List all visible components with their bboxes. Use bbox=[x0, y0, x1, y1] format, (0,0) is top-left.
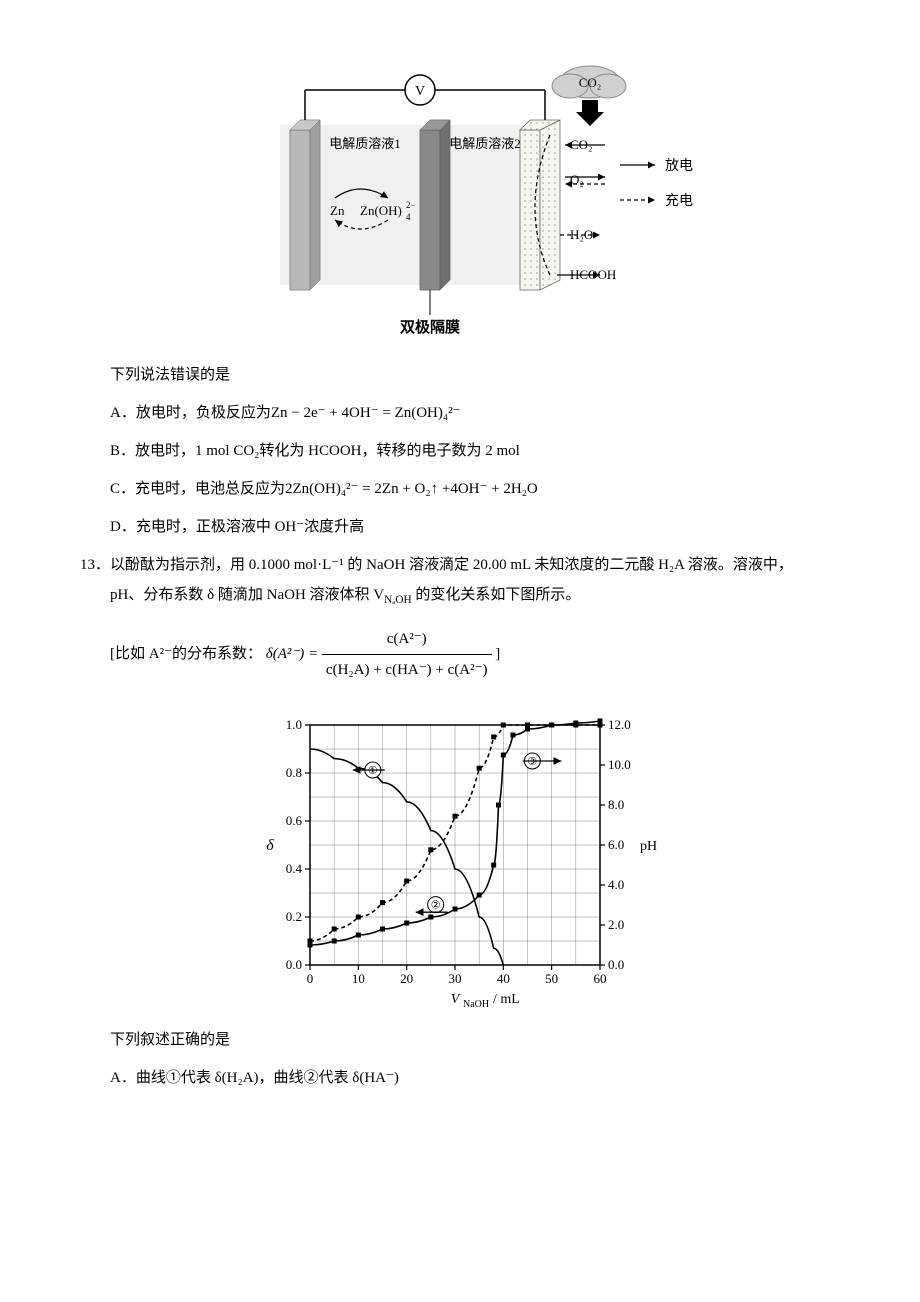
q12-option-c: C．充电时，电池总反应为2Zn(OH)₄²⁻ = 2Zn + O₂↑ +4OH⁻… bbox=[80, 474, 840, 504]
q12-option-b: B．放电时，1 mol CO₂转化为 HCOOH，转移的电子数为 2 mol bbox=[80, 436, 840, 466]
svg-text:NaOH: NaOH bbox=[463, 999, 489, 1010]
svg-text:0.6: 0.6 bbox=[286, 813, 303, 828]
svg-text:0: 0 bbox=[307, 971, 314, 986]
q13-num: 13． bbox=[80, 550, 110, 580]
svg-text:/ mL: / mL bbox=[493, 992, 520, 1007]
svg-text:0.0: 0.0 bbox=[608, 957, 624, 972]
svg-text:0.8: 0.8 bbox=[286, 765, 302, 780]
svg-text:50: 50 bbox=[545, 971, 558, 986]
svg-text:δ: δ bbox=[266, 837, 274, 854]
svg-text:①: ① bbox=[368, 765, 378, 777]
svg-text:V: V bbox=[415, 84, 425, 99]
svg-text:电解质溶液2: 电解质溶液2 bbox=[449, 136, 521, 151]
svg-text:1.0: 1.0 bbox=[286, 717, 302, 732]
svg-text:O₂: O₂ bbox=[570, 172, 584, 187]
svg-text:4: 4 bbox=[406, 212, 411, 222]
battery-diagram: CO₂电解质溶液1电解质溶液2ZnZn(OH)2−4双极隔膜VCO₂O₂H₂OH… bbox=[210, 60, 710, 340]
q12-option-a: A．放电时，负极反应为Zn − 2e⁻ + 4OH⁻ = Zn(OH)₄²⁻ bbox=[80, 398, 840, 428]
svg-text:V: V bbox=[451, 992, 461, 1007]
svg-text:放电: 放电 bbox=[665, 158, 693, 174]
svg-text:12.0: 12.0 bbox=[608, 717, 631, 732]
q13-intro2: 下列叙述正确的是 bbox=[80, 1025, 840, 1055]
svg-text:pH: pH bbox=[640, 839, 657, 854]
q13-formula: [比如 A²⁻的分布系数： δ(A²⁻) = c(A²⁻) c(H₂A) + c… bbox=[80, 624, 840, 685]
svg-text:40: 40 bbox=[497, 971, 510, 986]
svg-text:20: 20 bbox=[400, 971, 413, 986]
svg-text:电解质溶液1: 电解质溶液1 bbox=[329, 136, 401, 151]
q12-intro: 下列说法错误的是 bbox=[80, 360, 840, 390]
svg-text:60: 60 bbox=[594, 971, 607, 986]
titration-chart: 01020304050600.00.20.40.60.81.00.02.04.0… bbox=[250, 695, 670, 1015]
svg-text:0.0: 0.0 bbox=[286, 957, 302, 972]
svg-text:0.2: 0.2 bbox=[286, 909, 302, 924]
svg-text:10.0: 10.0 bbox=[608, 757, 631, 772]
q13-text2: pH、分布系数 δ 随滴加 NaOH 溶液体积 VNₐOH 的变化关系如下图所示… bbox=[80, 580, 840, 612]
svg-text:0.4: 0.4 bbox=[286, 861, 303, 876]
svg-text:30: 30 bbox=[449, 971, 462, 986]
svg-text:Zn: Zn bbox=[330, 203, 345, 218]
svg-text:③: ③ bbox=[527, 756, 537, 768]
svg-text:充电: 充电 bbox=[665, 193, 693, 209]
svg-text:4.0: 4.0 bbox=[608, 877, 624, 892]
q13-text: 13．以酚酞为指示剂，用 0.1000 mol·L⁻¹ 的 NaOH 溶液滴定 … bbox=[80, 550, 840, 580]
svg-text:8.0: 8.0 bbox=[608, 797, 624, 812]
svg-text:6.0: 6.0 bbox=[608, 837, 624, 852]
svg-text:Zn(OH): Zn(OH) bbox=[360, 203, 402, 218]
svg-text:CO₂: CO₂ bbox=[579, 75, 602, 90]
q12-option-d: D．充电时，正极溶液中 OH⁻浓度升高 bbox=[80, 512, 840, 542]
svg-text:双极隔膜: 双极隔膜 bbox=[400, 318, 460, 336]
svg-text:2.0: 2.0 bbox=[608, 917, 624, 932]
q13-option-a: A．曲线①代表 δ(H₂A)，曲线②代表 δ(HA⁻) bbox=[80, 1063, 840, 1093]
svg-text:2−: 2− bbox=[406, 200, 416, 210]
svg-text:10: 10 bbox=[352, 971, 365, 986]
svg-text:②: ② bbox=[431, 899, 441, 911]
